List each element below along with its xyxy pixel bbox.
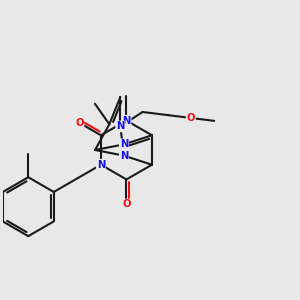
- Text: O: O: [75, 118, 83, 128]
- Text: N: N: [97, 160, 105, 170]
- Text: N: N: [116, 122, 124, 131]
- Text: N: N: [120, 151, 128, 160]
- Text: N: N: [120, 140, 128, 149]
- Text: N: N: [122, 116, 130, 126]
- Text: O: O: [122, 200, 131, 209]
- Text: O: O: [187, 113, 195, 123]
